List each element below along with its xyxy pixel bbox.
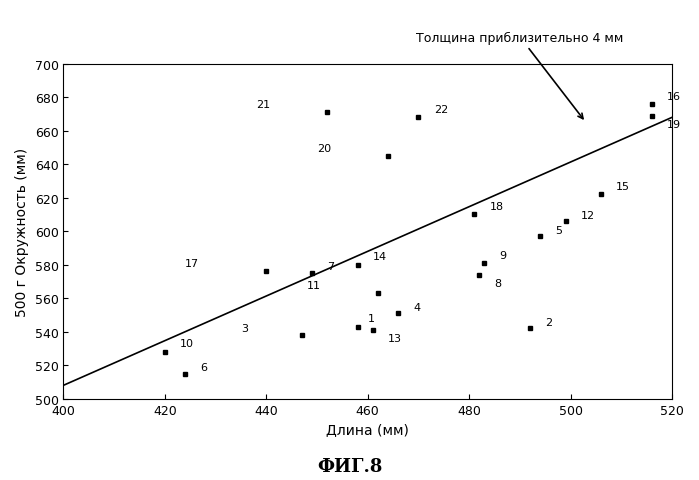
- Text: 20: 20: [317, 143, 331, 153]
- Text: 1: 1: [368, 314, 375, 324]
- Text: 18: 18: [489, 202, 503, 212]
- Text: 10: 10: [180, 339, 194, 349]
- Text: 7: 7: [327, 262, 334, 272]
- Text: 4: 4: [413, 302, 421, 312]
- Y-axis label: 500 г Окружность (мм): 500 г Окружность (мм): [15, 147, 29, 316]
- Text: 12: 12: [581, 210, 595, 220]
- Text: 6: 6: [201, 362, 208, 372]
- Text: 3: 3: [241, 324, 248, 334]
- X-axis label: Длина (мм): Длина (мм): [326, 422, 409, 436]
- Text: 13: 13: [388, 334, 402, 344]
- Text: 19: 19: [667, 120, 681, 130]
- Text: ФИГ.8: ФИГ.8: [317, 457, 382, 475]
- Text: 21: 21: [256, 100, 271, 110]
- Text: 17: 17: [185, 259, 199, 268]
- Text: 5: 5: [556, 225, 563, 235]
- Text: 15: 15: [617, 181, 630, 192]
- Text: 2: 2: [545, 317, 552, 327]
- Text: 22: 22: [433, 105, 448, 115]
- Text: Толщина приблизительно 4 мм: Толщина приблизительно 4 мм: [417, 32, 624, 120]
- Text: 9: 9: [500, 250, 507, 260]
- Text: 8: 8: [494, 278, 502, 288]
- Text: 16: 16: [667, 91, 681, 101]
- Text: 11: 11: [307, 280, 321, 290]
- Text: 14: 14: [373, 252, 387, 262]
